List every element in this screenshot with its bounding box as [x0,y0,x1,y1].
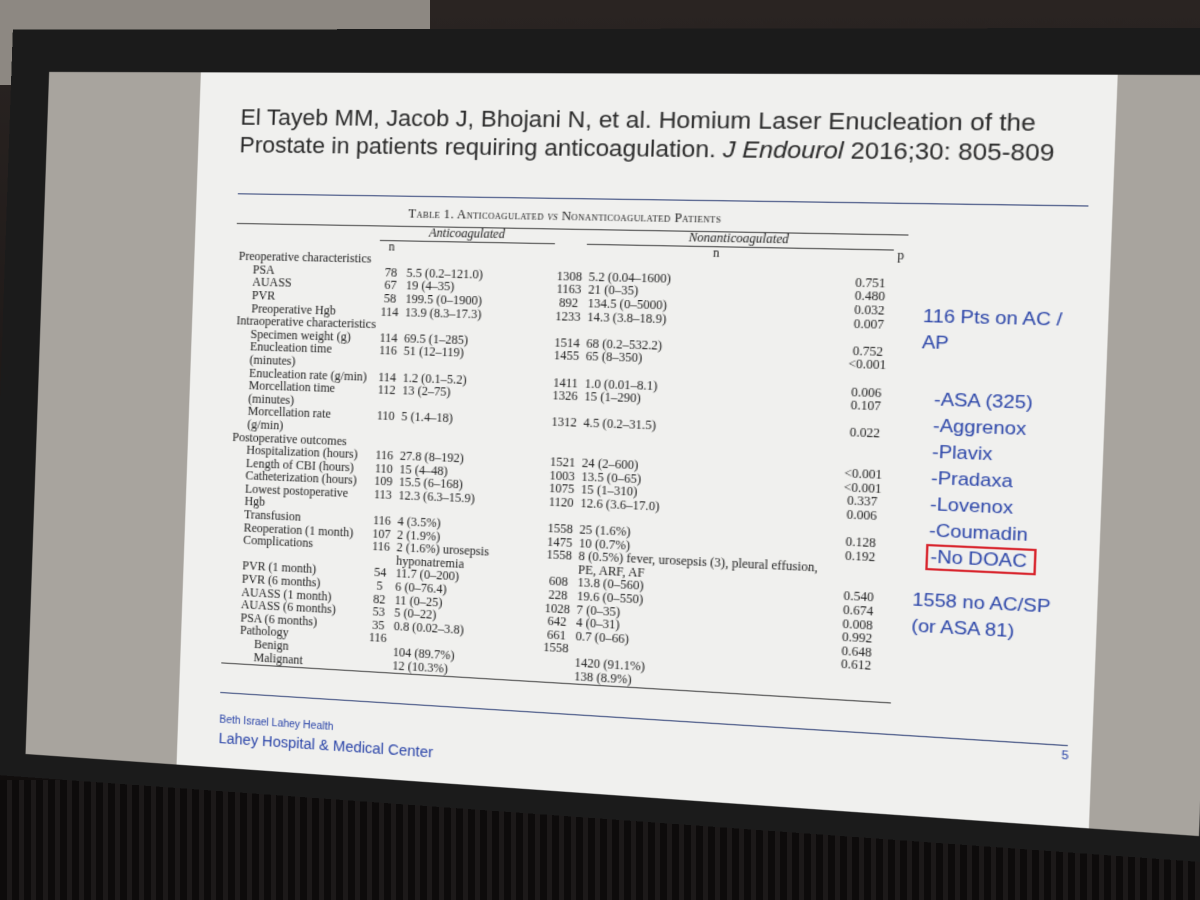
sidebar-list: -ASA (325) -Aggrenox -Plavix -Pradaxa -Loven… [913,386,1087,577]
cell: 1120 [548,496,574,510]
cell: 116 [372,514,392,529]
cell: <0.001 [844,467,883,483]
cell: 110 [374,462,394,476]
sidebar-item-text: -No DOAC [925,543,1037,576]
cell: 1455 [553,350,580,364]
sidebar-heading: 116 Pts on AC / AP [921,305,1063,354]
cell: 1075 [548,482,575,497]
cell: 78 [384,266,398,280]
page-number: 5 [1061,749,1070,763]
sidebar: 116 Pts on AC / AP -ASA (325) -Aggrenox -P… [911,304,1091,649]
citation-text: 2016;30: 805-809 [842,136,1055,167]
cell: 0.612 [840,658,872,674]
cell [837,563,883,592]
cell: 1558 [546,549,573,564]
cell: 1411 [552,376,579,391]
cell [539,668,571,684]
cell: 0.752 [852,345,884,359]
cell: 112 [377,384,396,398]
cell [833,686,878,703]
cell: 1558 [547,522,574,537]
cell: 1028 [544,602,571,617]
cell: 0.032 [854,304,885,318]
cell: <0.001 [848,358,887,373]
journal: J Endourol [722,135,844,164]
cell: 109 [373,475,393,489]
projection: El Tayeb MM, Jacob J, Bhojani N, et al. … [25,71,1200,837]
citation: El Tayeb MM, Jacob J, Bhojani N, et al. … [239,103,1092,168]
sidebar-item-text: -Coumadin [928,520,1029,546]
sidebar-footer: 1558 no AC/SP (or ASA 81) [910,589,1051,642]
cell: 0.022 [849,426,881,442]
cell: 110 [376,410,395,424]
cell: 1558 [543,641,569,657]
column-header: p [897,249,905,263]
cell: 1163 [556,283,582,297]
cell: 54 [373,567,387,581]
cell: 82 [372,593,386,607]
cell: 113 [373,488,393,502]
sidebar-item-text: -ASA (325) [933,389,1034,414]
cell: 0.007 [853,317,885,332]
projection-screen: El Tayeb MM, Jacob J, Bhojani N, et al. … [0,27,1200,863]
cell: 1233 [555,310,581,324]
table-title-text: Nonanticoagulated Patients [557,208,722,226]
hospital-name: Lahey Hospital & Medical Center [218,729,434,761]
cell: 116 [375,449,394,463]
cell: 0.480 [854,290,886,305]
cell: 114 [377,371,397,385]
cell: 116 [378,345,398,359]
cell: 107 [372,527,391,542]
table-title-text: vs [547,208,559,224]
cell: 1514 [554,336,580,351]
cell: 1326 [552,389,579,404]
column-header: n [388,240,396,254]
cell: 0.107 [850,399,882,414]
cell: 892 [558,297,579,311]
cell: 1521 [549,456,576,470]
cell [364,658,389,673]
cell: 5 [376,580,383,594]
cell: 116 [368,632,387,646]
cell: 114 [379,332,398,346]
cell: 58 [383,292,397,306]
cell: 114 [380,305,399,319]
sidebar-item-text: -Pradaxa [930,467,1014,492]
sidebar-item-text: -Aggrenox [932,415,1027,440]
table-block: Table 1. Anticoagulated vs Nonanticoagul… [221,204,909,704]
table-title-text: Table 1. Anticoagulated [408,206,548,224]
slide: El Tayeb MM, Jacob J, Bhojani N, et al. … [176,72,1118,829]
cell: 0.006 [851,385,882,400]
cell: 1308 [556,270,583,284]
cell: 0.006 [846,508,878,524]
row-label: Enucleation time (minutes) [249,341,332,369]
cell: 0.751 [855,276,886,291]
cell: 67 [384,279,397,293]
cell: 53 [372,606,386,620]
sidebar-item-text: -Lovenox [929,493,1014,519]
cell: 0.192 [844,549,876,565]
cell: 1003 [549,469,576,484]
cell: 1312 [551,416,578,431]
sidebar-item-text: -Plavix [931,441,993,465]
cell: 116 [371,540,391,555]
